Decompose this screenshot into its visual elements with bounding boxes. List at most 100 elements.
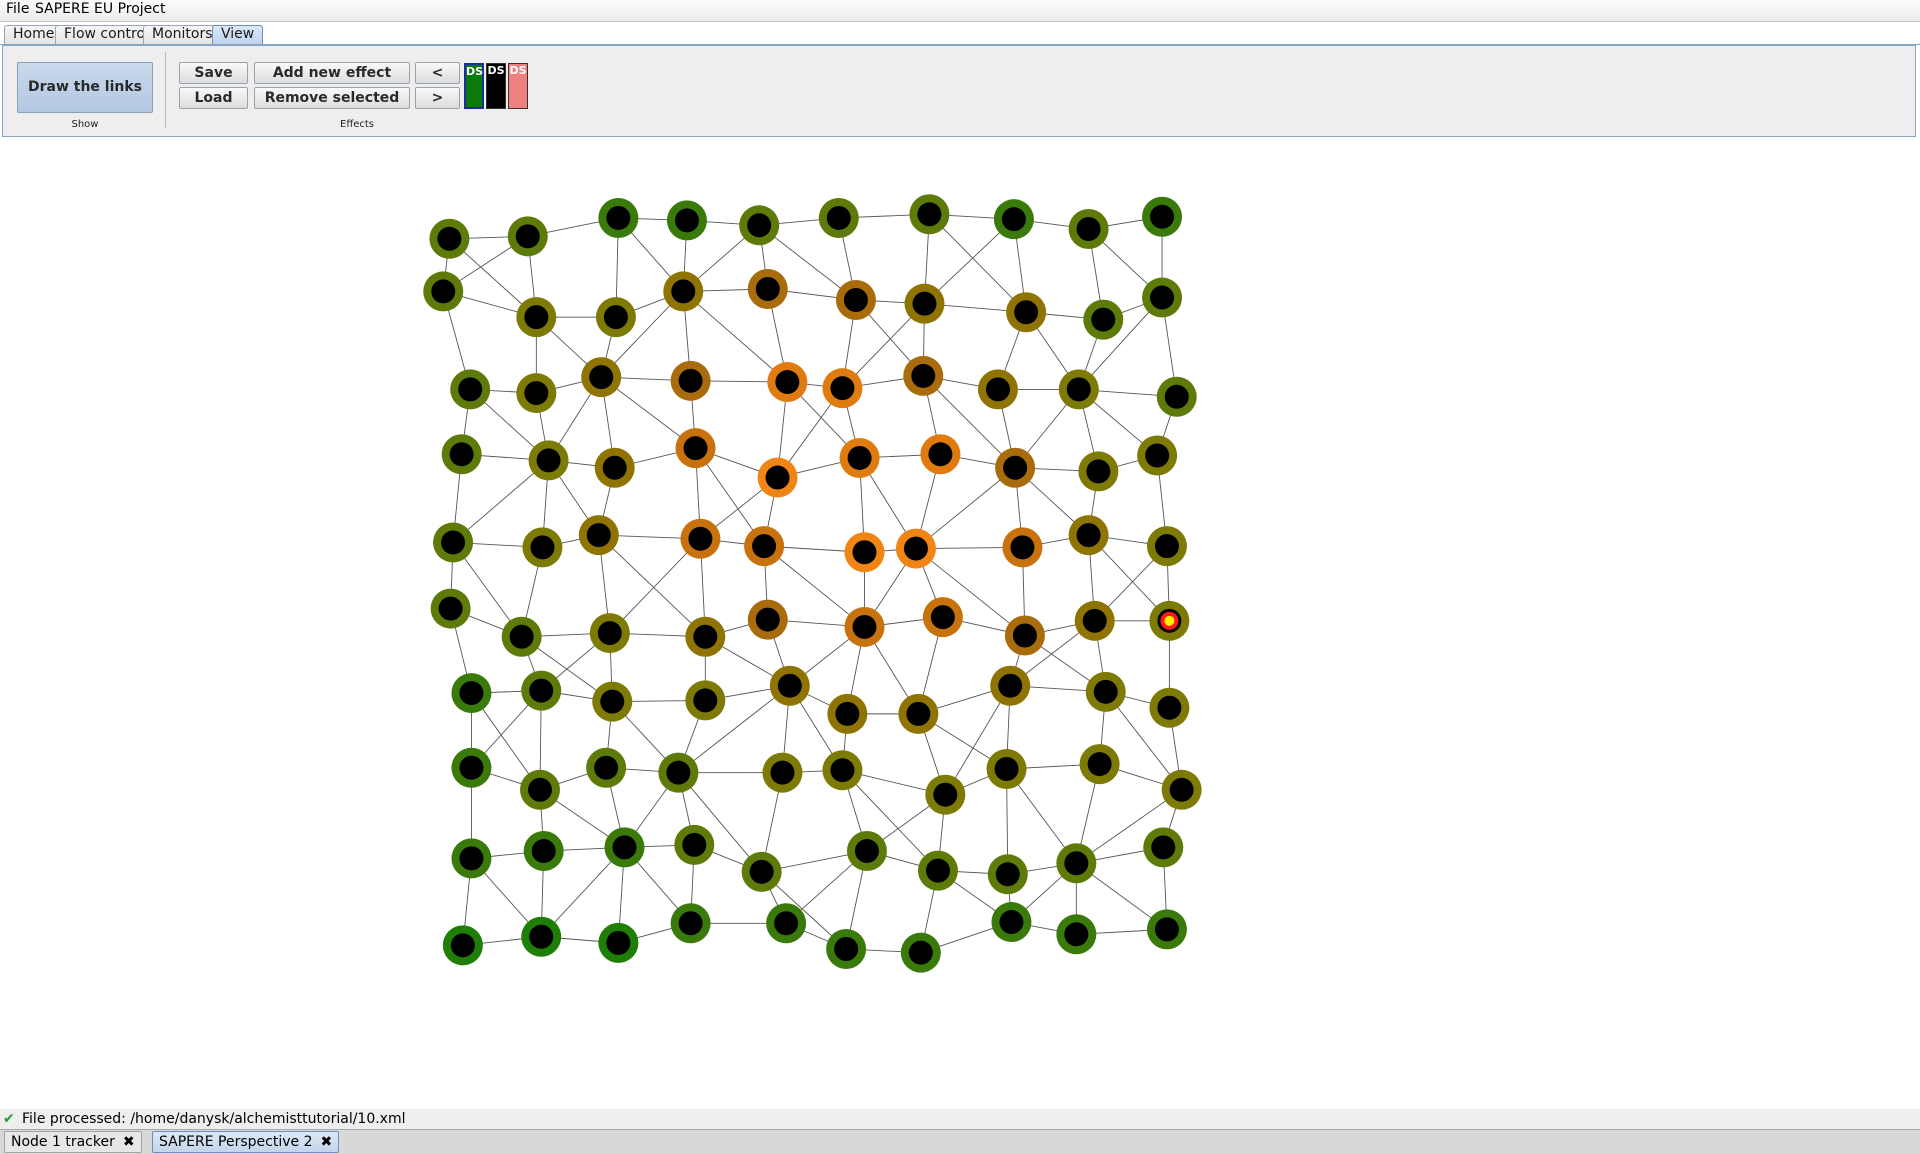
graph-node[interactable] bbox=[598, 922, 639, 963]
effect-swatch-pink[interactable]: DS bbox=[508, 63, 528, 109]
menu-sapere-eu-project[interactable]: SAPERE EU Project bbox=[35, 1, 166, 17]
graph-node[interactable] bbox=[680, 518, 721, 559]
graph-node[interactable] bbox=[441, 434, 482, 475]
graph-node[interactable] bbox=[920, 434, 961, 475]
graph-node[interactable] bbox=[520, 769, 561, 810]
graph-node[interactable] bbox=[675, 428, 716, 469]
graph-node[interactable] bbox=[1006, 292, 1047, 333]
graph-node[interactable] bbox=[917, 850, 958, 891]
previous-effect-button[interactable]: < bbox=[415, 62, 460, 84]
graph-node[interactable] bbox=[433, 522, 474, 563]
graph-node[interactable] bbox=[1068, 515, 1109, 556]
graph-node[interactable] bbox=[594, 447, 635, 488]
graph-node[interactable] bbox=[747, 599, 788, 640]
graph-node[interactable] bbox=[839, 437, 880, 478]
graph-node[interactable] bbox=[822, 368, 863, 409]
graph-node[interactable] bbox=[670, 360, 711, 401]
graph-node[interactable] bbox=[450, 369, 491, 410]
graph-node[interactable] bbox=[658, 752, 699, 793]
next-effect-button[interactable]: > bbox=[415, 87, 460, 109]
graph-node[interactable] bbox=[1146, 526, 1187, 567]
graph-node[interactable] bbox=[1056, 843, 1097, 884]
graph-node[interactable] bbox=[663, 271, 704, 312]
remove-selected-button[interactable]: Remove selected bbox=[254, 87, 410, 109]
graph-node[interactable] bbox=[522, 527, 563, 568]
graph-node[interactable] bbox=[507, 216, 548, 257]
graph-node[interactable] bbox=[1068, 208, 1109, 249]
graph-node[interactable] bbox=[598, 197, 639, 238]
graph-node[interactable] bbox=[895, 528, 936, 569]
graph-node[interactable] bbox=[451, 673, 492, 714]
graph-node[interactable] bbox=[1078, 451, 1119, 492]
graph-node[interactable] bbox=[685, 680, 726, 721]
graph-node[interactable] bbox=[1085, 671, 1126, 712]
graph-node[interactable] bbox=[685, 616, 726, 657]
graph-node[interactable] bbox=[844, 606, 885, 647]
graph-node[interactable] bbox=[670, 903, 711, 944]
graph-node[interactable] bbox=[1056, 914, 1097, 955]
graph-node[interactable] bbox=[995, 447, 1036, 488]
graph-node[interactable] bbox=[589, 613, 630, 654]
simulation-canvas[interactable] bbox=[0, 138, 1920, 1108]
close-icon[interactable]: ✖ bbox=[122, 1134, 135, 1150]
graph-node[interactable] bbox=[666, 200, 707, 241]
graph-node[interactable] bbox=[991, 902, 1032, 943]
graph-node[interactable] bbox=[516, 297, 557, 338]
tab-view[interactable]: View bbox=[212, 25, 264, 44]
graph-node[interactable] bbox=[1142, 277, 1183, 318]
tab-sapere-perspective-2[interactable]: SAPERE Perspective 2 ✖ bbox=[152, 1131, 340, 1153]
graph-node[interactable] bbox=[987, 854, 1028, 895]
graph-node[interactable] bbox=[769, 665, 810, 706]
graph-node[interactable] bbox=[826, 928, 867, 969]
graph-node[interactable] bbox=[501, 616, 542, 657]
graph-node[interactable] bbox=[922, 597, 963, 638]
graph-node[interactable] bbox=[592, 681, 633, 722]
graph-node[interactable] bbox=[818, 197, 859, 238]
effect-swatch-green[interactable]: DS bbox=[464, 63, 484, 109]
graph-node[interactable] bbox=[747, 268, 788, 309]
graph-node[interactable] bbox=[767, 362, 808, 403]
graph-node[interactable] bbox=[1146, 909, 1187, 950]
graph-node[interactable] bbox=[909, 194, 950, 235]
graph-node[interactable] bbox=[1137, 435, 1178, 476]
graph-node[interactable] bbox=[674, 824, 715, 865]
graph-node[interactable] bbox=[744, 526, 785, 567]
graph-node[interactable] bbox=[741, 851, 782, 892]
graph-node[interactable] bbox=[521, 670, 562, 711]
graph-node[interactable] bbox=[1142, 196, 1183, 237]
graph-node[interactable] bbox=[430, 588, 471, 629]
graph-node[interactable] bbox=[1079, 744, 1120, 785]
tab-flow-control[interactable]: Flow control bbox=[55, 25, 158, 44]
tab-node-1-tracker[interactable]: Node 1 tracker ✖ bbox=[4, 1131, 142, 1153]
graph-node[interactable] bbox=[900, 932, 941, 973]
graph-node[interactable] bbox=[451, 838, 492, 879]
graph-node[interactable] bbox=[429, 218, 470, 259]
graph-node[interactable] bbox=[1004, 615, 1045, 656]
graph-node[interactable] bbox=[581, 357, 622, 398]
graph-node[interactable] bbox=[586, 747, 627, 788]
tab-monitors[interactable]: Monitors bbox=[143, 25, 222, 44]
graph-node[interactable] bbox=[1149, 600, 1190, 641]
menu-file[interactable]: File bbox=[6, 1, 30, 17]
graph-node[interactable] bbox=[822, 750, 863, 791]
graph-node[interactable] bbox=[986, 748, 1027, 789]
graph-node[interactable] bbox=[898, 693, 939, 734]
graph-node[interactable] bbox=[990, 665, 1031, 706]
graph-node[interactable] bbox=[977, 369, 1018, 410]
graph-node[interactable] bbox=[1143, 827, 1184, 868]
graph-node[interactable] bbox=[762, 752, 803, 793]
graph-node[interactable] bbox=[521, 916, 562, 957]
graph-node[interactable] bbox=[766, 903, 807, 944]
graph-node[interactable] bbox=[1058, 369, 1099, 410]
graph-node[interactable] bbox=[739, 205, 780, 246]
graph-node[interactable] bbox=[1161, 769, 1202, 810]
close-icon[interactable]: ✖ bbox=[320, 1134, 333, 1150]
graph-node[interactable] bbox=[516, 373, 557, 414]
graph-node[interactable] bbox=[846, 831, 887, 872]
graph-node[interactable] bbox=[827, 693, 868, 734]
graph-node[interactable] bbox=[451, 747, 492, 788]
graph-node[interactable] bbox=[844, 532, 885, 573]
tab-home[interactable]: Home bbox=[4, 25, 64, 44]
graph-node[interactable] bbox=[595, 297, 636, 338]
graph-node[interactable] bbox=[903, 355, 944, 396]
